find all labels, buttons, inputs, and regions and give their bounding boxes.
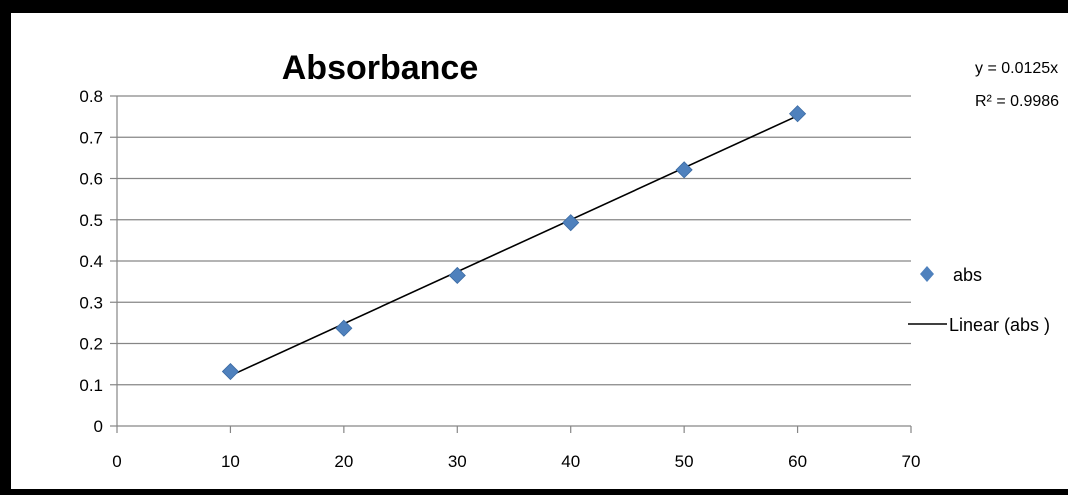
y-tick-label: 0.7 — [79, 128, 103, 147]
axes — [110, 95, 912, 433]
x-tick-label: 10 — [221, 452, 240, 471]
data-point — [675, 161, 693, 179]
legend-series-label: abs — [953, 265, 982, 285]
trendline — [230, 115, 798, 377]
legend-trendline-label: Linear (abs ) — [949, 315, 1050, 335]
data-point — [562, 214, 580, 232]
gridlines — [117, 95, 911, 386]
y-tick-label: 0.4 — [79, 252, 103, 271]
legend[interactable]: abs Linear (abs ) — [908, 265, 1050, 335]
data-point — [448, 266, 466, 285]
y-tick-label: 0.8 — [79, 87, 103, 106]
y-tick-label: 0 — [94, 417, 103, 436]
data-point — [335, 319, 353, 337]
x-tick-label: 20 — [334, 452, 353, 471]
trendline-r-squared: R² = 0.9986 — [975, 93, 1059, 110]
data-point — [221, 362, 239, 381]
legend-diamond-icon — [920, 266, 934, 282]
y-tick-label: 0.2 — [79, 335, 103, 354]
trendline-equation: y = 0.0125x — [975, 60, 1058, 77]
data-point — [789, 105, 807, 123]
y-tick-label: 0.5 — [79, 211, 103, 230]
x-tick-label: 50 — [675, 452, 694, 471]
y-tick-label: 0.1 — [79, 376, 103, 395]
x-tick-label: 0 — [112, 452, 121, 471]
y-tick-label: 0.6 — [79, 170, 103, 189]
x-tick-label: 40 — [561, 452, 580, 471]
x-tick-label: 60 — [788, 452, 807, 471]
y-tick-label: 0.3 — [79, 293, 103, 312]
tick-labels: 0 0.1 0.2 0.3 0.4 0.5 0.6 0.7 0.8 0 10 20 30 40 50 60 70 — [79, 87, 920, 471]
chart-title: Absorbance — [282, 49, 479, 87]
data-points — [221, 105, 807, 381]
x-tick-label: 70 — [902, 452, 921, 471]
x-tick-label: 30 — [448, 452, 467, 471]
trendline-group — [230, 115, 798, 377]
